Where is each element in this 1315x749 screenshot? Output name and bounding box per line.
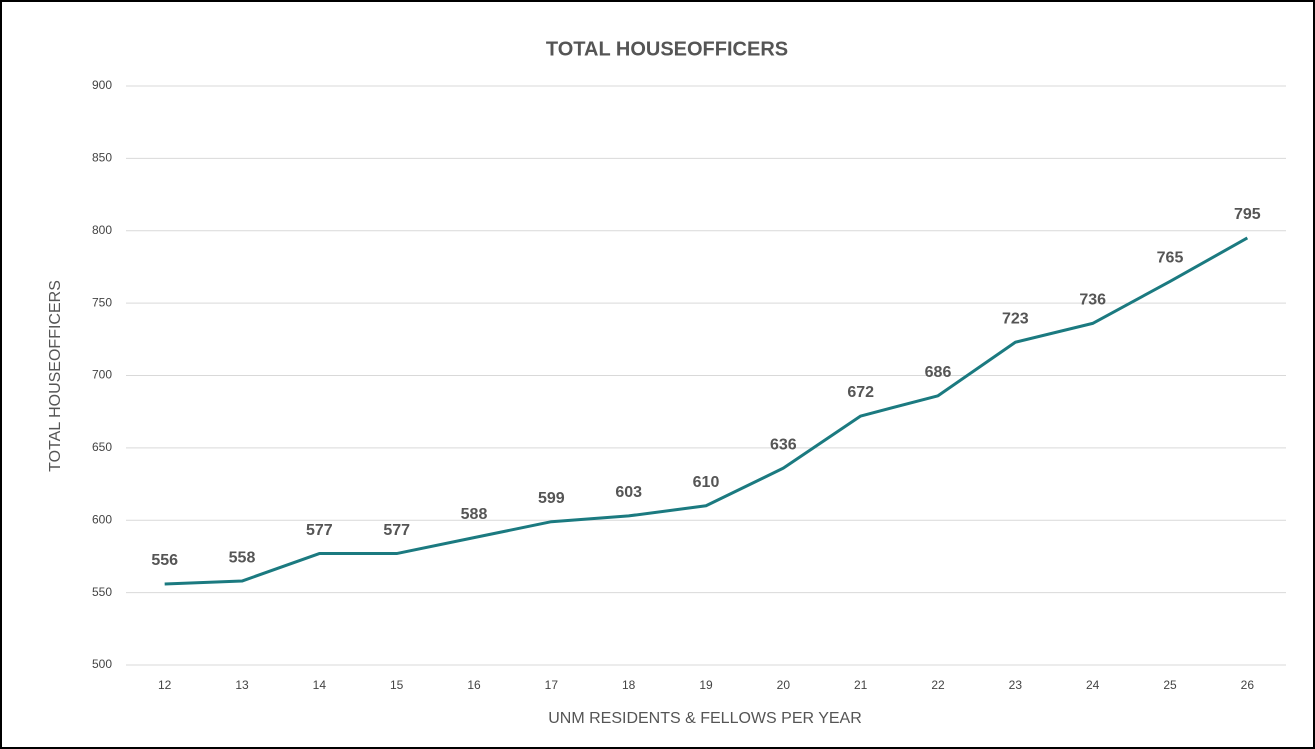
data-label: 765 (1157, 250, 1184, 267)
y-tick-label: 850 (92, 151, 112, 165)
x-tick-label: 25 (1163, 678, 1177, 692)
data-label: 636 (770, 436, 797, 453)
x-tick-label: 16 (467, 678, 481, 692)
data-label: 672 (847, 384, 874, 401)
data-label: 736 (1079, 292, 1106, 309)
data-label: 558 (229, 549, 256, 566)
data-label: 610 (693, 474, 720, 491)
chart-title: TOTAL HOUSEOFFICERS (546, 38, 788, 60)
data-label: 686 (925, 364, 952, 381)
x-tick-label: 26 (1241, 678, 1255, 692)
data-label: 795 (1234, 206, 1261, 223)
y-tick-label: 700 (92, 368, 112, 382)
x-tick-label: 17 (545, 678, 559, 692)
x-tick-label: 15 (390, 678, 404, 692)
data-label: 577 (306, 522, 333, 539)
data-label: 577 (383, 522, 410, 539)
x-tick-label: 12 (158, 678, 172, 692)
data-label: 556 (151, 552, 178, 569)
y-tick-label: 600 (92, 512, 112, 526)
x-tick-label: 22 (931, 678, 945, 692)
data-label: 599 (538, 490, 565, 507)
x-tick-label: 21 (854, 678, 868, 692)
data-label: 603 (615, 484, 642, 501)
y-tick-label: 500 (92, 657, 112, 671)
x-tick-label: 24 (1086, 678, 1100, 692)
y-tick-label: 550 (92, 585, 112, 599)
y-tick-label: 750 (92, 295, 112, 309)
data-label: 723 (1002, 310, 1029, 327)
y-axis-label: TOTAL HOUSEOFFICERS (47, 280, 64, 472)
data-label: 588 (461, 506, 488, 523)
y-tick-label: 650 (92, 440, 112, 454)
line (164, 236, 1249, 586)
y-tick-label: 800 (92, 223, 112, 237)
x-tick-label: 14 (313, 678, 327, 692)
x-tick-label: 18 (622, 678, 636, 692)
x-tick-label: 20 (777, 678, 791, 692)
x-axis-label: UNM RESIDENTS & FELLOWS PER YEAR (548, 710, 862, 727)
y-tick-label: 900 (92, 78, 112, 92)
x-tick-label: 13 (235, 678, 249, 692)
x-tick-label: 19 (699, 678, 713, 692)
x-tick-label: 23 (1009, 678, 1023, 692)
